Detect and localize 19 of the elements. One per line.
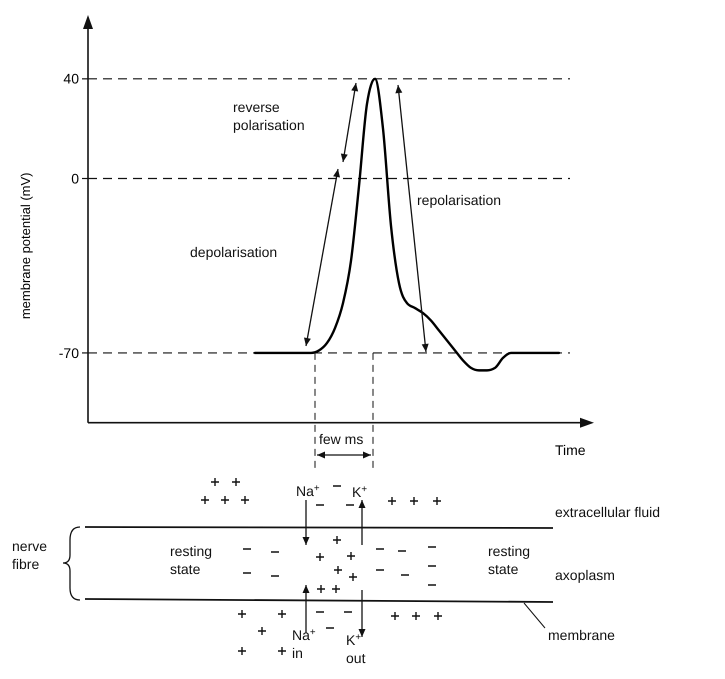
annotation: repolarisation: [417, 192, 502, 208]
text: K$^{+}$: [352, 484, 368, 500]
text: K$^{+}$ out: [346, 632, 366, 666]
text: Na$^{+}$: [296, 482, 320, 499]
text: resting state: [170, 543, 212, 577]
text: axoplasm: [555, 567, 615, 583]
text: resting state: [488, 543, 530, 577]
y-axis-title: membrane potential (mV): [18, 172, 33, 320]
text: few ms: [319, 431, 364, 447]
text: extracellular fluid: [555, 504, 660, 520]
annotation: reverse polarisation: [233, 99, 305, 133]
y-tick-label: 0: [71, 170, 80, 186]
y-tick-label: -70: [58, 344, 80, 361]
text: membrane: [548, 627, 616, 643]
annotation: depolarisation: [190, 244, 278, 260]
x-axis-title: Time: [555, 442, 586, 458]
y-tick-label: 40: [63, 70, 80, 87]
text: nerve fibre: [12, 538, 48, 572]
text: Na$^{+}$ in: [292, 626, 316, 661]
